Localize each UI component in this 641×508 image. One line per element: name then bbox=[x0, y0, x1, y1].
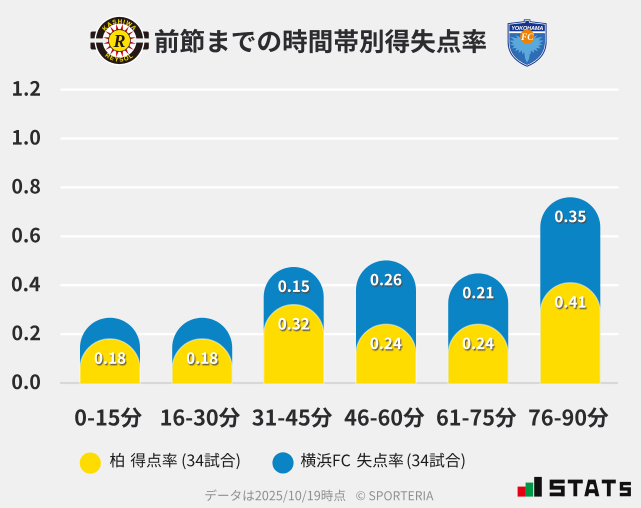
svg-text:YOKOHAMA: YOKOHAMA bbox=[511, 26, 543, 32]
svg-text:R: R bbox=[112, 31, 125, 51]
svg-text:FC: FC bbox=[520, 32, 534, 42]
svg-text:REYSOL: REYSOL bbox=[104, 52, 136, 64]
